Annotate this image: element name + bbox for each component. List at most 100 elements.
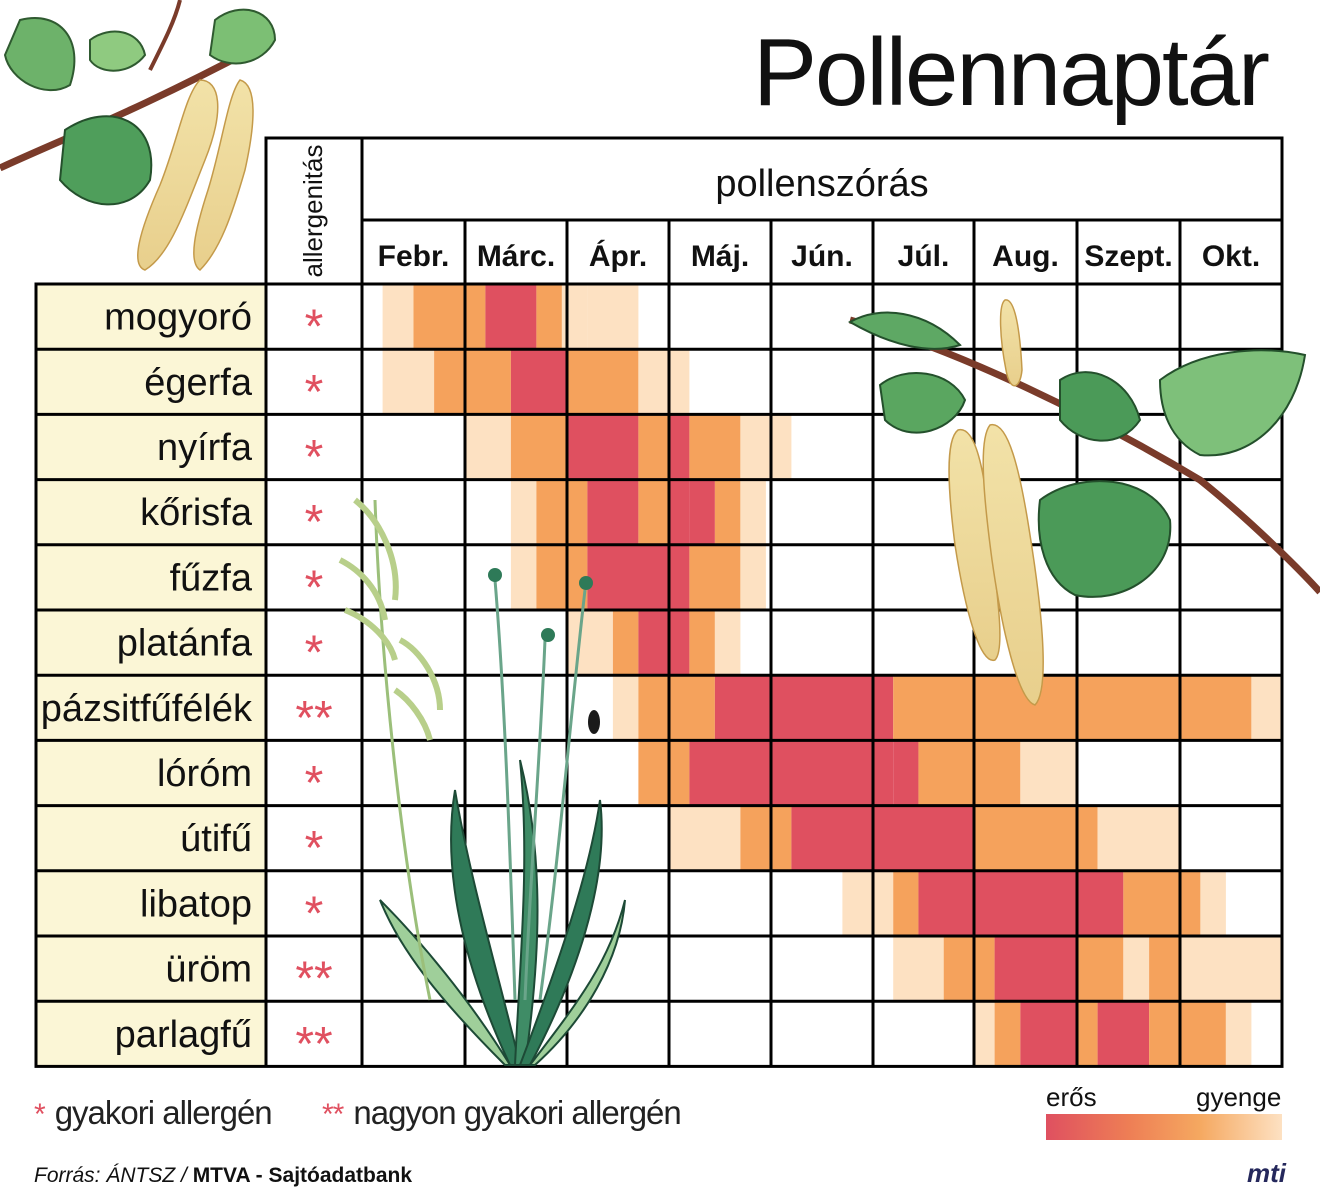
allergen-stars-5: * bbox=[305, 561, 324, 614]
heat-cell-3-5 bbox=[669, 414, 690, 480]
heat-cell-1-5 bbox=[536, 284, 562, 350]
heat-cell-11-4 bbox=[1077, 936, 1124, 1002]
mti-logo: mti bbox=[1247, 1158, 1286, 1188]
heat-cell-11-1 bbox=[893, 936, 944, 1002]
allergen-stars-11: ** bbox=[295, 953, 332, 1006]
heat-cell-8-3 bbox=[893, 740, 919, 806]
heat-cell-9-5 bbox=[1097, 805, 1180, 871]
heat-cell-11-2 bbox=[943, 936, 995, 1002]
pollen-period-header: pollenszórás bbox=[715, 163, 928, 205]
heat-cell-7-2 bbox=[638, 675, 715, 741]
heat-cell-12-3 bbox=[1020, 1001, 1077, 1067]
heat-cell-11-6 bbox=[1149, 936, 1180, 1002]
heat-cell-3-4 bbox=[638, 414, 669, 480]
heat-cell-1-2 bbox=[413, 284, 465, 350]
heat-cell-3-8 bbox=[771, 414, 792, 480]
heat-cell-5-1 bbox=[510, 544, 537, 610]
heat-cell-3-2 bbox=[510, 414, 567, 480]
heat-cell-3-6 bbox=[689, 414, 741, 480]
single-star-symbol: * bbox=[34, 1098, 46, 1131]
heat-cell-5-5 bbox=[740, 544, 766, 610]
heat-cell-5-4 bbox=[689, 544, 741, 610]
allergen-stars-12: ** bbox=[295, 1018, 332, 1071]
heat-cell-9-4 bbox=[974, 805, 1098, 871]
double-star-symbol: ** bbox=[322, 1098, 344, 1131]
allergen-stars-4: * bbox=[305, 496, 324, 549]
heat-cell-11-5 bbox=[1123, 936, 1150, 1002]
heat-cell-6-4 bbox=[689, 610, 715, 676]
heat-cell-4-8 bbox=[740, 479, 766, 545]
heat-cell-10-3 bbox=[918, 870, 1077, 936]
heat-cell-12-7 bbox=[1225, 1001, 1252, 1067]
legend-weak-label: gyenge bbox=[1196, 1082, 1282, 1112]
allergen-stars-8: * bbox=[305, 757, 324, 810]
heat-cell-9-1 bbox=[669, 805, 741, 871]
heat-cell-9-3 bbox=[791, 805, 974, 871]
heat-cell-11-3 bbox=[994, 936, 1077, 1002]
legend-single-star: * gyakori allergén bbox=[34, 1094, 273, 1132]
heat-cell-6-5 bbox=[714, 610, 741, 676]
month-label-8: Szept. bbox=[1084, 240, 1172, 273]
heat-cell-7-5 bbox=[1251, 675, 1282, 741]
allergen-stars-10: * bbox=[305, 887, 324, 940]
heat-cell-8-5 bbox=[974, 740, 1021, 806]
source-prefix: Forrás: ÁNTSZ / bbox=[34, 1164, 193, 1187]
heat-cell-2-4 bbox=[510, 349, 567, 415]
heat-cell-4-5 bbox=[669, 479, 690, 545]
row-label-10: libatop bbox=[140, 883, 252, 925]
row-label-12: parlagfű bbox=[115, 1014, 252, 1056]
plantain-plant-illustration bbox=[338, 497, 626, 1066]
month-label-3: Ápr. bbox=[589, 239, 647, 273]
source-bold: MTVA - Sajtóadatbank bbox=[192, 1164, 413, 1187]
month-label-2: Márc. bbox=[477, 240, 555, 273]
heat-cell-6-2 bbox=[612, 610, 639, 676]
month-label-1: Febr. bbox=[378, 240, 450, 273]
heat-cell-7-1 bbox=[612, 675, 639, 741]
row-label-9: útifű bbox=[180, 818, 252, 860]
heat-cell-2-5 bbox=[567, 349, 639, 415]
heat-cell-12-4 bbox=[1077, 1001, 1098, 1067]
row-label-2: égerfa bbox=[144, 362, 253, 404]
heat-cell-8-6 bbox=[1020, 740, 1077, 806]
heat-cell-3-1 bbox=[465, 414, 511, 480]
allergen-stars-6: * bbox=[305, 627, 324, 680]
heat-cell-1-3 bbox=[465, 284, 486, 350]
birch-branch-illustration-right bbox=[847, 299, 1320, 706]
month-label-5: Jún. bbox=[791, 240, 853, 273]
heat-cell-4-7 bbox=[714, 479, 741, 545]
intensity-gradient-bar bbox=[1046, 1114, 1282, 1140]
birch-branch-illustration-left bbox=[0, 0, 277, 271]
heat-cell-9-2 bbox=[740, 805, 792, 871]
heat-cell-6-3 bbox=[638, 610, 690, 676]
row-label-1: mogyoró bbox=[104, 297, 252, 339]
heat-cell-2-3 bbox=[465, 349, 511, 415]
page-title: Pollennaptár bbox=[752, 19, 1270, 126]
row-label-8: lóróm bbox=[157, 753, 252, 795]
heat-cell-1-1 bbox=[382, 284, 414, 350]
heat-cell-10-5 bbox=[1123, 870, 1201, 936]
allergen-stars-7: ** bbox=[295, 692, 332, 745]
month-label-6: Júl. bbox=[898, 240, 950, 273]
allergen-stars-9: * bbox=[305, 822, 324, 875]
heat-cell-12-2 bbox=[994, 1001, 1021, 1067]
legend-double-star: ** nagyon gyakori allergén bbox=[322, 1094, 682, 1132]
heat-cell-10-4 bbox=[1077, 870, 1124, 936]
allergen-stars-1: * bbox=[305, 301, 324, 354]
heat-cell-2-6 bbox=[638, 349, 690, 415]
month-label-4: Máj. bbox=[691, 240, 749, 273]
month-label-7: Aug. bbox=[992, 240, 1059, 273]
double-star-label: nagyon gyakori allergén bbox=[353, 1094, 681, 1131]
month-label-9: Okt. bbox=[1202, 240, 1260, 273]
heat-cell-7-3 bbox=[714, 675, 894, 741]
heat-cell-11-7 bbox=[1180, 936, 1282, 1002]
heat-cell-8-2 bbox=[689, 740, 894, 806]
heat-cell-12-5 bbox=[1097, 1001, 1150, 1067]
heat-cell-5-2 bbox=[536, 544, 588, 610]
allergen-stars-2: * bbox=[305, 366, 324, 419]
heat-cell-8-1 bbox=[638, 740, 690, 806]
allergenicity-header: allergenitás bbox=[298, 145, 328, 278]
heat-cell-4-6 bbox=[689, 479, 715, 545]
row-label-11: üröm bbox=[165, 949, 252, 991]
